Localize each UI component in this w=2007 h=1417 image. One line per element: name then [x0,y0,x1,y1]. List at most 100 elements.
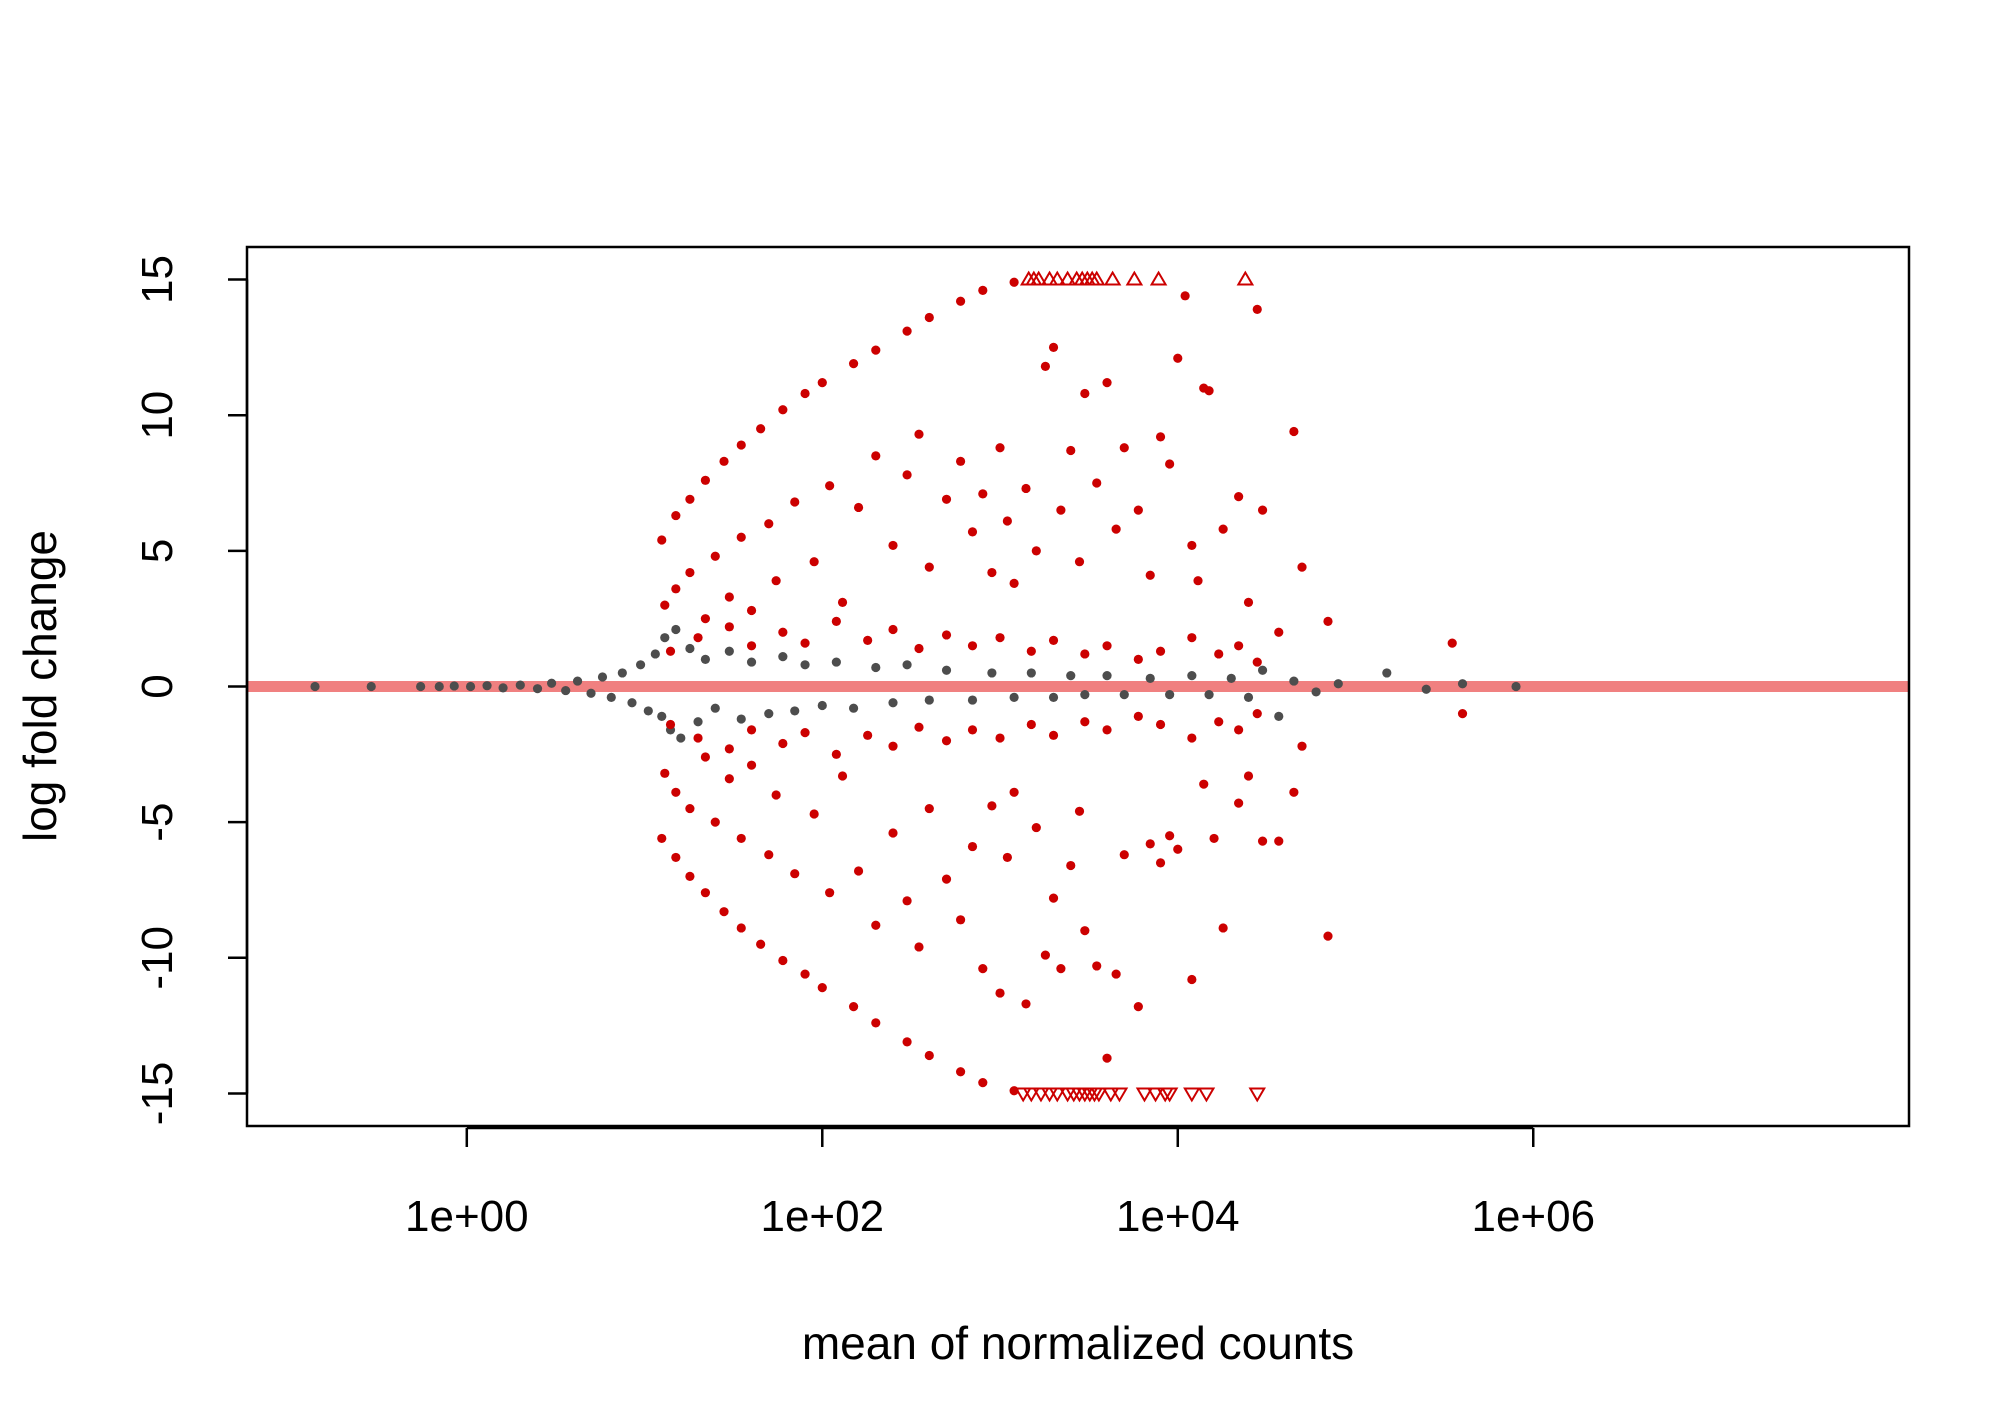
significant-point [1048,342,1059,352]
x-tick-label: 1e+00 [405,1192,529,1241]
clipped-down-triangle [1160,1087,1179,1103]
significant-point [1074,806,1085,816]
significant-point [1111,969,1121,979]
not-significant-point [660,633,670,643]
significant-point [1002,852,1012,863]
clipped-up-triangle [1058,270,1077,286]
significant-point [1274,627,1284,637]
not-significant-point [685,643,695,654]
significant-point [1323,616,1333,626]
clipped-up-triangle [1048,270,1067,286]
not-significant-point [800,660,810,670]
x-tick-label: 1e+06 [1471,1192,1595,1241]
significant-point [914,643,924,654]
not-significant-point [515,680,525,690]
significant-point [848,359,859,369]
significant-point [888,540,898,551]
significant-point [1080,649,1090,659]
significant-point [685,803,695,814]
significant-point [1234,641,1244,651]
significant-point [1243,597,1254,607]
not-significant-point [532,684,543,694]
not-significant-point [657,711,667,721]
significant-point [1133,711,1143,721]
not-significant-point [1311,687,1321,697]
significant-point [693,633,703,643]
significant-point [837,597,848,607]
significant-point [800,969,810,979]
significant-point [1180,291,1190,301]
y-tick-label: 15 [133,255,182,304]
significant-point [941,494,952,504]
not-significant-point [1187,671,1197,681]
not-significant-point [1102,671,1112,681]
y-tick-label: 10 [133,391,182,440]
significant-point [967,527,978,537]
y-axis: 15 10 5 0 -5 -10 -15 [133,255,249,1125]
significant-point [924,803,934,814]
y-tick-label: -5 [133,803,182,842]
clipped-down-triangle [1102,1087,1120,1103]
significant-point [771,576,781,586]
significant-point [671,852,681,863]
significant-point [671,584,681,594]
significant-point [995,733,1005,743]
significant-point [924,1050,934,1061]
significant-point [987,567,997,578]
significant-point [902,1037,912,1047]
significant-point [853,866,864,876]
y-tick-label: -10 [133,926,182,990]
not-significant-points [310,624,1521,743]
not-significant-point [902,660,912,670]
not-significant-point [1289,676,1299,686]
significant-point [1009,277,1019,287]
significant-point [800,388,810,399]
not-significant-point [1145,673,1155,683]
significant-point [888,624,898,635]
significant-point [1193,576,1203,586]
not-significant-point [498,683,508,693]
not-significant-point [606,692,616,702]
clipped-up-triangle [1149,270,1168,286]
significant-point [825,481,835,491]
significant-point [685,567,695,578]
not-significant-point [434,681,444,692]
not-significant-point [597,672,608,682]
significant-point [671,510,681,521]
significant-point [1048,893,1059,903]
significant-point [1187,733,1197,743]
significant-point [955,296,966,306]
significant-point [671,787,681,797]
not-significant-point [650,649,660,659]
not-significant-point [643,706,653,716]
significant-point [700,888,711,898]
significant-point [771,790,781,800]
not-significant-point [1204,690,1214,700]
significant-point [736,532,746,542]
significant-point [800,638,810,648]
significant-point [1173,353,1183,363]
not-significant-point [449,681,459,691]
not-significant-point [671,624,681,635]
significant-point [1102,641,1112,651]
significant-point [995,633,1005,643]
not-significant-point [586,688,596,698]
significant-point [1447,638,1457,648]
significant-point [1102,378,1112,388]
x-axis: 1e+00 1e+02 1e+04 1e+06 [405,1126,1595,1241]
not-significant-point [710,703,720,713]
significant-point [1048,730,1059,740]
not-significant-point [1080,690,1090,700]
significant-point [778,405,788,415]
not-significant-point [1026,668,1036,678]
not-significant-point [790,706,800,716]
not-significant-point [941,665,952,675]
significant-point [837,771,848,781]
significant-point [955,915,966,925]
significant-point [1155,858,1166,868]
significant-point [1457,709,1468,719]
significant-point [764,850,774,860]
significant-point [902,470,912,480]
not-significant-point [888,698,898,708]
significant-point [817,983,827,993]
